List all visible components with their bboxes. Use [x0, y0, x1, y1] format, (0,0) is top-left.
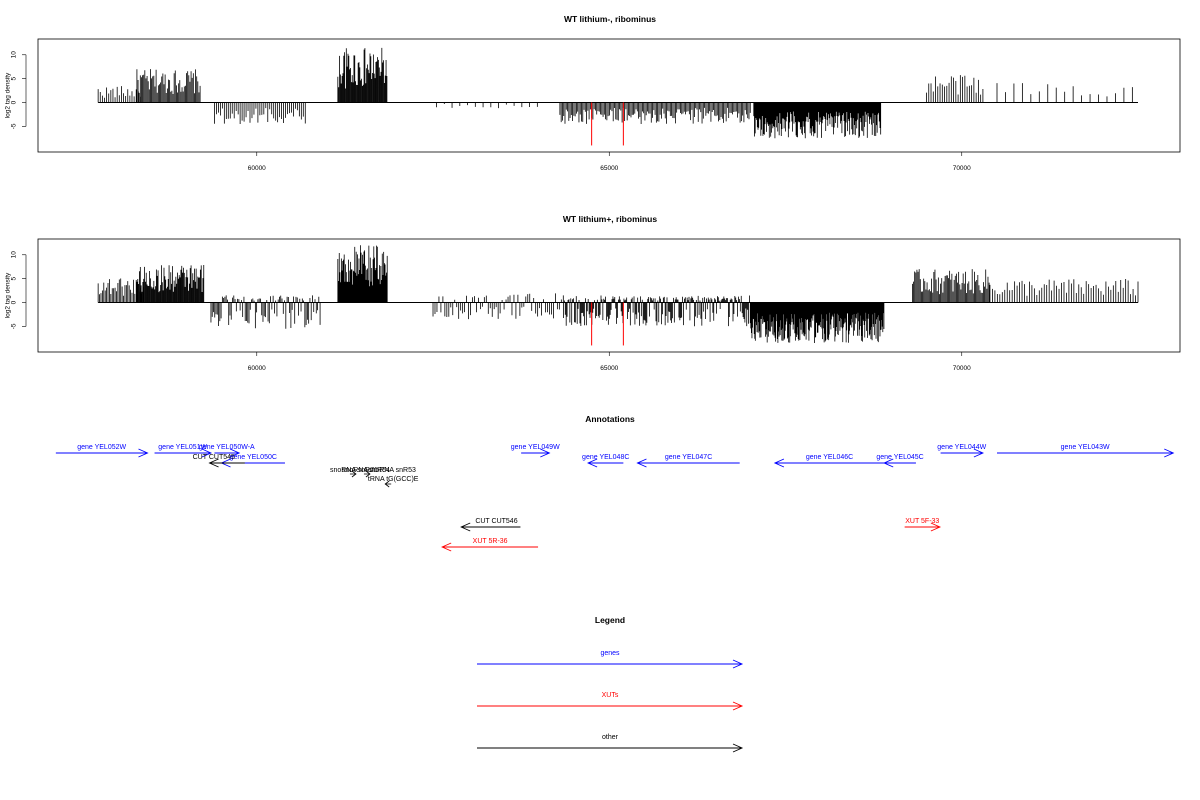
y-tick-label: -5: [11, 123, 18, 129]
gene-feature-arrowhead: [973, 448, 985, 458]
annotations-title: Annotations: [585, 414, 635, 424]
xut-feature-label: XUT 5F-33: [905, 518, 939, 525]
y-tick-label: 5: [11, 276, 18, 280]
other-feature-arrowhead: [208, 458, 219, 468]
gene-feature: gene YEL052W: [55, 444, 149, 458]
legend-label: XUTs: [602, 692, 619, 699]
other-feature: CUT CUT545: [193, 454, 245, 468]
gene-feature: gene YEL043W: [997, 444, 1175, 458]
signal-bars: [97, 245, 1139, 344]
gene-feature: gene YEL047C: [636, 454, 740, 468]
y-axis: 10 5 0 -5 log2 tag density: [5, 51, 27, 129]
xut-feature-arrowhead: [930, 522, 942, 532]
gene-feature-label: gene YEL048C: [582, 454, 629, 461]
y-tick-label: 0: [11, 100, 18, 104]
y-tick-label: 10: [11, 251, 18, 259]
xut-feature: XUT 5R-36: [441, 538, 539, 552]
gene-feature-label: gene YEL044W: [937, 444, 986, 451]
gene-feature-label: gene YEL052W: [77, 444, 126, 451]
trna-label: tRNA tG(GCC)E: [368, 476, 419, 483]
gene-feature-arrowhead: [1164, 448, 1175, 458]
plot-frame: [37, 38, 1181, 153]
gene-feature-label: gene YEL045C: [876, 454, 923, 461]
legend-arrowhead: [732, 659, 744, 669]
gene-feature: gene YEL048C: [582, 454, 629, 468]
legend-arrowhead: [732, 743, 744, 753]
plot-frame: [37, 238, 1181, 353]
snorna-arrowhead: [365, 470, 371, 478]
x-tick-label: 60000: [248, 365, 266, 372]
legend-title: Legend: [595, 615, 625, 625]
legend-item: other: [477, 734, 744, 753]
gene-feature-label: gene YEL050C: [230, 454, 277, 461]
snorna-arrowhead: [384, 480, 390, 488]
xut-feature-label: XUT 5R-36: [473, 538, 508, 545]
x-tick-label: 70000: [953, 165, 971, 172]
gene-feature-arrowhead: [773, 458, 785, 468]
gene-feature: gene YEL044W: [937, 444, 987, 458]
gene-feature-label: gene YEL049W: [511, 444, 560, 451]
snorna-label: snoRNA snR54: [342, 467, 390, 474]
gene-feature-arrowhead: [201, 448, 213, 458]
gene-feature-arrowhead: [540, 448, 551, 458]
signal-panel: WT lithium-, ribominus 10 5 0 -5 log2 tag den…: [5, 14, 1181, 172]
other-feature-label: CUT CUT546: [475, 518, 517, 525]
legend-item: genes: [477, 650, 744, 669]
xut-feature: XUT 5F-33: [904, 518, 942, 532]
legend-panel: Legend genes XUTs other: [477, 615, 744, 753]
snorna-label: snoRNA snR71: [330, 467, 378, 474]
gene-feature: gene YEL050W-A: [199, 444, 255, 458]
x-tick-label: 60000: [248, 165, 266, 172]
panel-title: WT lithium+, ribominus: [563, 214, 657, 224]
gene-feature-label: gene YEL051W: [158, 444, 207, 451]
other-feature-label: CUT CUT545: [193, 454, 235, 461]
y-tick-label: 10: [11, 51, 18, 59]
gene-feature-arrowhead: [883, 458, 894, 468]
x-axis: 60000 65000 70000: [248, 152, 971, 172]
gene-feature-label: gene YEL050W-A: [199, 444, 255, 451]
x-tick-label: 65000: [600, 165, 618, 172]
x-axis: 60000 65000 70000: [248, 352, 971, 372]
xut-feature-arrowhead: [441, 542, 452, 552]
snorna-arrowhead: [351, 470, 357, 478]
signal-panel: WT lithium+, ribominus 10 5 0 -5 log2 tag den…: [5, 214, 1181, 372]
gene-feature: gene YEL049W: [511, 444, 560, 458]
gene-feature-arrowhead: [229, 448, 241, 458]
legend-item: XUTs: [477, 692, 744, 711]
other-feature-arrowhead: [460, 522, 471, 532]
y-tick-label: 0: [11, 300, 18, 304]
gene-feature: gene YEL051W: [154, 444, 213, 458]
gene-feature-label: gene YEL043W: [1061, 444, 1110, 451]
x-tick-label: 65000: [600, 365, 618, 372]
gene-feature: gene YEL045C: [876, 454, 924, 468]
gene-feature-label: gene YEL047C: [665, 454, 712, 461]
signal-bars: [97, 47, 1133, 139]
y-axis-label: log2 tag density: [5, 272, 12, 318]
panel-title: WT lithium-, ribominus: [564, 14, 656, 24]
other-feature: CUT CUT546: [460, 518, 521, 532]
y-axis: 10 5 0 -5 log2 tag density: [5, 251, 27, 329]
gene-feature-label: gene YEL046C: [806, 454, 853, 461]
y-tick-label: -5: [11, 323, 18, 329]
gene-feature: gene YEL046C: [773, 454, 885, 468]
x-tick-label: 70000: [953, 365, 971, 372]
legend-label: genes: [600, 650, 620, 657]
snorna-label: snoRNA snR53: [368, 467, 416, 474]
y-tick-label: 5: [11, 76, 18, 80]
gene-feature-arrowhead: [138, 448, 149, 458]
gene-feature-arrowhead: [636, 458, 647, 468]
legend-arrowhead: [732, 701, 744, 711]
gene-feature-arrowhead: [587, 458, 598, 468]
legend-label: other: [602, 734, 619, 741]
y-axis-label: log2 tag density: [5, 72, 12, 118]
